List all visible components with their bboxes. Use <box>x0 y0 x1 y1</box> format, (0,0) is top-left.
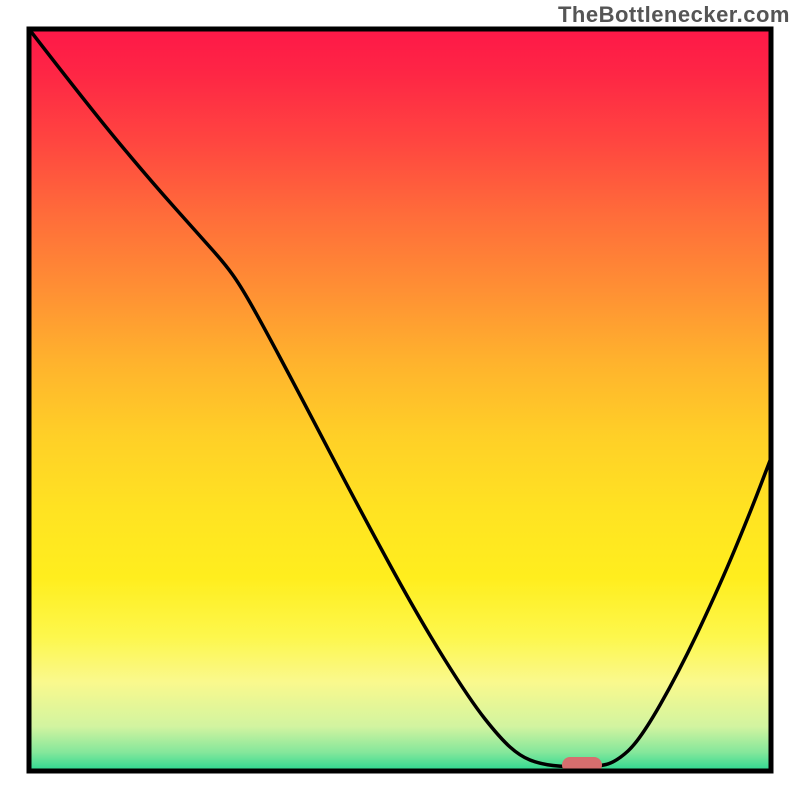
chart-background <box>29 29 771 771</box>
watermark-text: TheBottlenecker.com <box>558 2 790 28</box>
